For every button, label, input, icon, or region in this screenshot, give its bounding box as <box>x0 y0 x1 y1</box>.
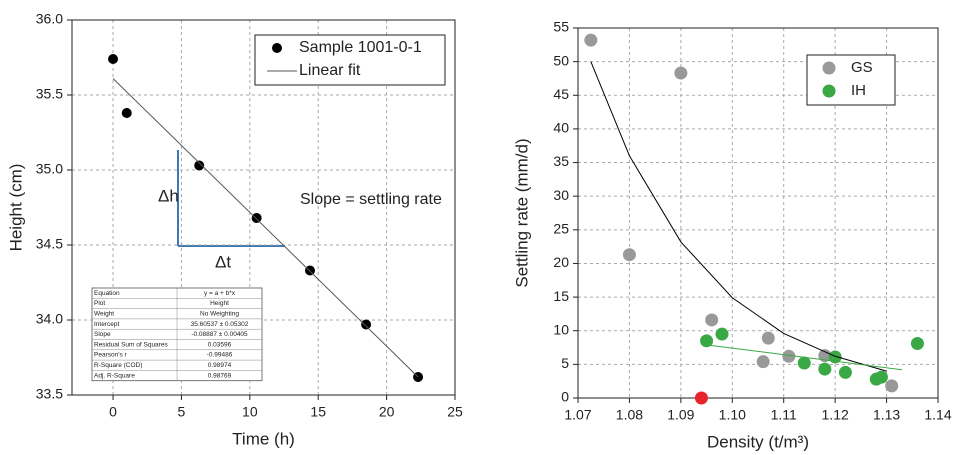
point <box>715 327 729 341</box>
y-tick-label: 34.5 <box>36 236 63 252</box>
point <box>705 313 719 327</box>
table-cell: 35.60537 ± 0.05302 <box>191 321 249 328</box>
y-axis-title: Settling rate (mm/d) <box>512 138 531 287</box>
plot-frame <box>577 27 939 399</box>
x-tick-label: 1.12 <box>822 407 849 423</box>
legend-swatch <box>822 84 836 98</box>
point <box>694 391 708 405</box>
point <box>910 337 924 351</box>
x-axis-title: Density (t/m³) <box>707 432 809 451</box>
fit-line <box>590 61 887 372</box>
table-cell: Weight <box>94 310 114 317</box>
y-tick-label: 10 <box>553 321 569 337</box>
x-tick-label: 1.07 <box>564 407 591 423</box>
legend-swatch <box>272 43 282 53</box>
x-tick-label: 10 <box>242 404 258 420</box>
table-cell: No Weighting <box>200 310 239 317</box>
point <box>756 355 770 369</box>
point <box>797 356 811 370</box>
x-tick-label: 25 <box>447 404 463 420</box>
table-cell: y = a + b*x <box>204 290 236 297</box>
point <box>194 160 205 171</box>
y-tick-label: 35.5 <box>36 86 63 102</box>
table-cell: -0.08887 ± 0.00405 <box>191 331 248 338</box>
table-cell: Residual Sum of Squares <box>94 341 168 348</box>
table-cell: 0.98769 <box>208 372 232 379</box>
legend-label: GS <box>851 59 873 76</box>
point <box>761 331 775 345</box>
x-tick-label: 20 <box>379 404 395 420</box>
y-tick-label: 0 <box>561 389 569 405</box>
y-tick-label: 40 <box>553 120 569 136</box>
y-tick-label: 35.0 <box>36 161 63 177</box>
y-tick-label: 33.5 <box>36 386 63 402</box>
point <box>818 349 832 363</box>
table-cell: Height <box>210 300 229 307</box>
annotation: Slope = settling rate <box>300 191 442 208</box>
legend-label: IH <box>851 82 866 99</box>
point <box>838 365 852 379</box>
y-tick-label: 36.0 <box>36 11 63 27</box>
fit-line <box>112 78 419 378</box>
legend-label: Sample 1001-0-1 <box>299 39 422 56</box>
y-axis-title: Height (cm) <box>6 164 25 252</box>
table-cell: Slope <box>94 331 111 338</box>
table-cell: R-Square (COD) <box>94 362 142 369</box>
x-tick-label: 1.11 <box>771 407 797 423</box>
x-tick-label: 1.14 <box>924 407 951 423</box>
legend-label: Linear fit <box>299 62 361 79</box>
table-cell: Pearson's r <box>94 352 128 359</box>
legend-box <box>254 34 446 86</box>
fit-line <box>706 344 903 371</box>
point <box>584 33 598 47</box>
annotation: Δh <box>158 186 179 205</box>
y-tick-label: 34.0 <box>36 311 63 327</box>
y-tick-label: 50 <box>553 52 569 68</box>
point <box>885 379 899 393</box>
table-cell: Equation <box>94 290 120 297</box>
table-cell: 0.03596 <box>208 341 232 348</box>
point <box>622 248 636 262</box>
point <box>782 349 796 363</box>
x-tick-label: 1.13 <box>873 407 900 423</box>
point <box>305 265 316 276</box>
annotation: Δt <box>215 252 231 271</box>
point <box>874 370 888 384</box>
table-cell: Intercept <box>94 321 119 328</box>
y-tick-label: 15 <box>553 288 569 304</box>
y-tick-label: 5 <box>561 355 569 371</box>
y-tick-label: 55 <box>553 19 569 35</box>
y-tick-label: 25 <box>553 221 569 237</box>
point <box>700 334 714 348</box>
point <box>674 66 688 80</box>
point <box>121 108 132 118</box>
legend-box <box>806 54 896 106</box>
x-tick-label: 1.08 <box>616 407 643 423</box>
table-cell: Adj. R-Square <box>94 372 135 379</box>
y-tick-label: 30 <box>553 187 569 203</box>
point <box>251 213 262 223</box>
y-tick-label: 20 <box>553 254 569 270</box>
point <box>361 319 372 330</box>
table-cell: -0.99486 <box>207 352 233 359</box>
table-cell: Plot <box>94 300 105 307</box>
plot-frame <box>71 19 456 396</box>
x-tick-label: 1.10 <box>719 407 746 423</box>
point <box>828 350 842 364</box>
point <box>108 54 119 64</box>
table-cell: 0.98974 <box>208 362 232 369</box>
point <box>818 362 832 376</box>
x-tick-label: 15 <box>310 404 326 420</box>
x-tick-label: 5 <box>178 404 186 420</box>
x-tick-label: 1.09 <box>667 407 694 423</box>
legend-swatch <box>822 61 836 75</box>
y-tick-label: 35 <box>553 153 569 169</box>
y-tick-label: 45 <box>553 86 569 102</box>
x-tick-label: 0 <box>109 404 117 420</box>
x-axis-title: Time (h) <box>232 429 295 448</box>
